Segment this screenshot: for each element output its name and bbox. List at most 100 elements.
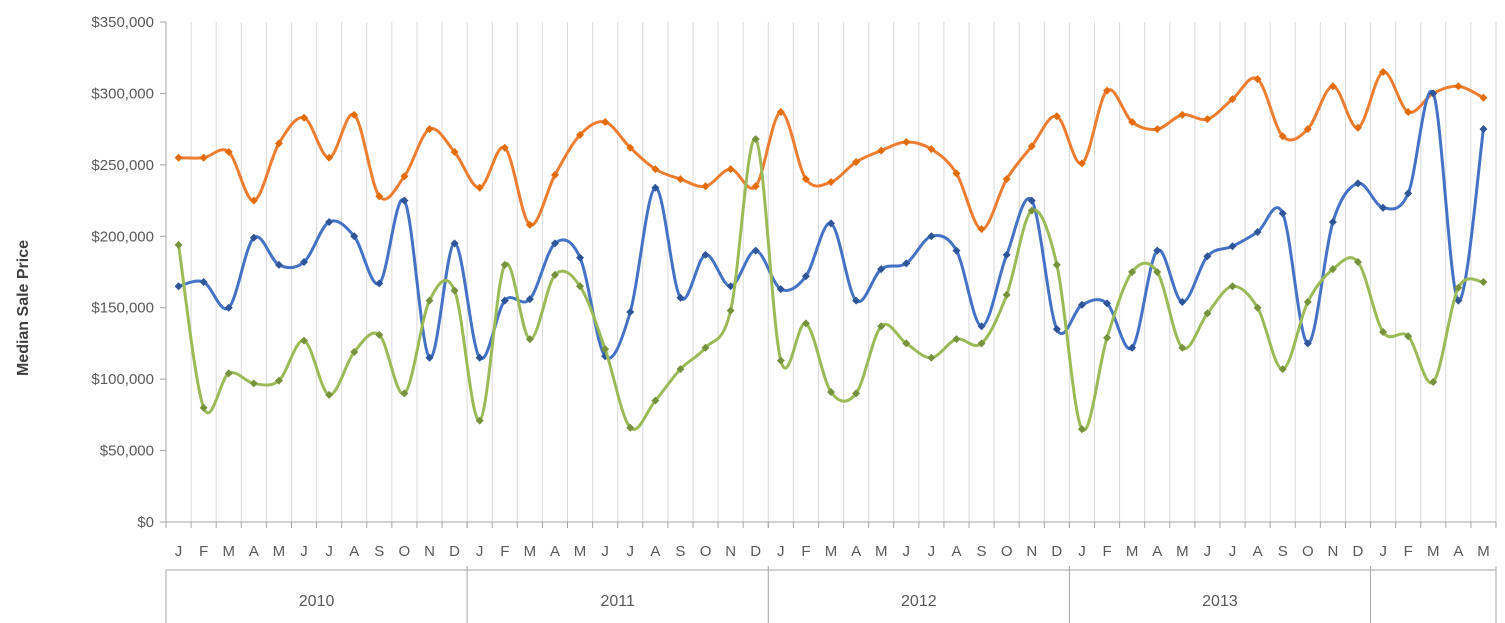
x-tick-label-month: N [1026, 543, 1037, 560]
x-tick-label-year: 2010 [299, 593, 335, 610]
series-1-point [525, 220, 534, 229]
x-tick-label-month: S [675, 543, 685, 560]
series-1-point [801, 175, 810, 184]
data-series [174, 68, 1488, 434]
series-2-point [350, 232, 359, 241]
x-tick-label-month: F [801, 543, 810, 560]
series-1-point [425, 125, 434, 134]
series-1-point [877, 146, 886, 155]
series-2-point [1077, 300, 1086, 309]
series-3-point [776, 356, 785, 365]
series-3-point [626, 423, 635, 432]
series-2-point [300, 258, 309, 266]
series-3-point [475, 416, 484, 425]
x-tick-label-month: A [249, 543, 259, 560]
series-3-point [550, 270, 559, 279]
series-3-point [1303, 298, 1312, 306]
x-tick-label-month: J [300, 543, 308, 560]
series-3-point [1077, 425, 1086, 434]
series-2-point [902, 259, 911, 268]
series-1-point [927, 145, 936, 154]
series-1-point [1379, 68, 1388, 76]
series-1-point [1153, 125, 1162, 134]
gridlines [165, 22, 1497, 522]
x-tick-label-month: M [273, 543, 286, 560]
x-tick-label-month: N [725, 543, 736, 560]
series-3-point [601, 345, 610, 354]
series-3-point [1228, 282, 1237, 291]
series-3-point [1027, 206, 1036, 215]
series-2-point [701, 250, 710, 259]
series-3-point [1353, 258, 1362, 266]
x-tick-label-month: A [650, 543, 660, 560]
series-1-point [776, 108, 785, 116]
series-3-point [174, 240, 183, 249]
series-2-point [877, 265, 886, 274]
series-1-point [375, 192, 384, 201]
series-2-point [626, 308, 635, 316]
y-tick-label: $50,000 [100, 443, 154, 460]
series-1-point [1328, 82, 1337, 91]
series-2-point [1153, 246, 1162, 255]
y-tick-label: $150,000 [91, 300, 154, 317]
series-1-point [576, 130, 585, 139]
series-2-point [1353, 179, 1362, 188]
series-1-point [1353, 123, 1362, 132]
series-3-point [274, 376, 283, 385]
series-1-point [1228, 95, 1237, 104]
y-tick-label: $200,000 [91, 228, 154, 245]
series-3-point [977, 339, 986, 348]
series-3-point [1103, 333, 1112, 342]
series-3-point [224, 369, 233, 378]
series-3-point [827, 388, 835, 396]
series-2-point [676, 293, 685, 302]
series-1-point [550, 170, 559, 179]
x-tick-label-month: A [1152, 543, 1162, 560]
series-3-point [1203, 309, 1212, 318]
series-1-point [274, 139, 283, 148]
series-2-point [425, 353, 434, 362]
series-3-point [350, 348, 359, 356]
series-2-point [1278, 209, 1287, 218]
series-3-point [751, 135, 760, 144]
series-3-point [801, 319, 810, 328]
series-2-point [977, 322, 986, 331]
series-3-point [525, 335, 534, 344]
series-1-point [1077, 159, 1086, 168]
series-2-point [1404, 189, 1413, 198]
series-1-point [1253, 75, 1262, 84]
series-3-point [651, 396, 660, 405]
series-3-point [300, 336, 309, 345]
series-1-point [350, 110, 359, 119]
series-1-point [1027, 142, 1036, 151]
series-1-point [500, 143, 509, 152]
series-1-point [300, 113, 309, 122]
y-tick-label: $100,000 [91, 371, 154, 388]
axes [160, 21, 1497, 623]
series-1-point [475, 183, 484, 192]
series-line-1 [177, 70, 1485, 231]
series-2-point [375, 279, 384, 288]
series-1-point [751, 182, 760, 191]
x-tick-label-month: O [700, 543, 712, 560]
series-1-point [1002, 175, 1011, 184]
x-tick-label-month: A [1253, 543, 1263, 560]
series-1-point [701, 182, 710, 191]
x-tick-label-month: O [1302, 543, 1314, 560]
x-tick-label-month: F [500, 543, 509, 560]
series-1-point [224, 148, 233, 156]
series-2-point [224, 303, 233, 312]
series-3-point [1052, 260, 1061, 269]
x-tick-label-month: J [1229, 543, 1237, 560]
x-tick-label-month: M [524, 543, 537, 560]
x-tick-label-month: D [750, 543, 761, 560]
series-3-point [877, 322, 886, 331]
x-tick-label-month: A [851, 543, 861, 560]
series-3-point [1178, 343, 1187, 352]
series-3-point [576, 282, 585, 291]
series-2-point [400, 196, 409, 205]
x-tick-label-month: J [175, 543, 183, 560]
series-3-point [400, 389, 409, 398]
series-2-point [1002, 250, 1011, 259]
